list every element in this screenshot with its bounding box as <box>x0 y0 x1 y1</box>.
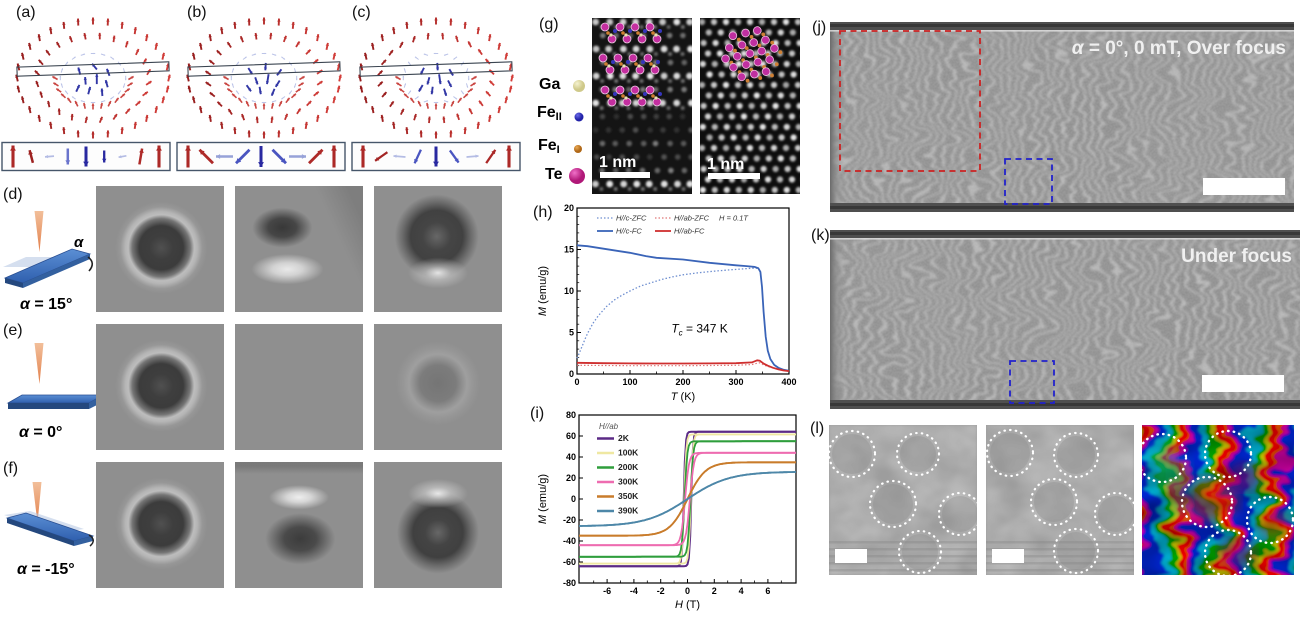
svg-text:6: 6 <box>765 586 770 596</box>
svg-text:100K: 100K <box>618 448 639 458</box>
svg-text:Under focus: Under focus <box>1181 246 1292 267</box>
svg-text:60: 60 <box>566 431 576 441</box>
svg-text:300: 300 <box>728 377 743 387</box>
svg-text:M (emu/g): M (emu/g) <box>537 266 549 316</box>
svg-text:H = 0.1T: H = 0.1T <box>719 214 749 223</box>
svg-text:0: 0 <box>685 586 690 596</box>
svg-text:350K: 350K <box>618 491 639 501</box>
svg-text:-4: -4 <box>630 586 638 596</box>
svg-text:2K: 2K <box>618 433 630 443</box>
svg-text:α = 0°: α = 0° <box>19 424 62 441</box>
svg-text:300K: 300K <box>618 477 639 487</box>
svg-text:1 nm: 1 nm <box>599 154 636 171</box>
svg-text:-2: -2 <box>657 586 665 596</box>
svg-text:-80: -80 <box>563 578 576 588</box>
svg-text:Tc = 347 K: Tc = 347 K <box>671 322 727 338</box>
svg-text:1 nm: 1 nm <box>707 156 744 173</box>
svg-text:2: 2 <box>712 586 717 596</box>
svg-text:α = 0°, 0 mT, Over focus: α = 0°, 0 mT, Over focus <box>1072 38 1286 59</box>
svg-text:15: 15 <box>564 245 574 255</box>
svg-text:200: 200 <box>675 377 690 387</box>
svg-text:H//c-ZFC: H//c-ZFC <box>616 214 647 223</box>
svg-text:α: α <box>74 234 84 251</box>
svg-text:-20: -20 <box>563 515 576 525</box>
svg-text:80: 80 <box>566 410 576 420</box>
svg-text:100: 100 <box>622 377 637 387</box>
svg-text:α = 15°: α = 15° <box>20 296 72 313</box>
svg-text:5: 5 <box>569 328 574 338</box>
svg-text:0: 0 <box>569 369 574 379</box>
svg-text:20: 20 <box>564 203 574 213</box>
svg-text:400: 400 <box>781 377 796 387</box>
svg-text:H//c-FC: H//c-FC <box>616 227 642 236</box>
svg-text:200K: 200K <box>618 462 639 472</box>
svg-text:0: 0 <box>571 494 576 504</box>
svg-text:40: 40 <box>566 452 576 462</box>
svg-text:H//ab-FC: H//ab-FC <box>674 227 705 236</box>
svg-text:M (emu/g): M (emu/g) <box>537 474 549 524</box>
svg-text:20: 20 <box>566 473 576 483</box>
svg-text:-40: -40 <box>563 536 576 546</box>
svg-text:H (T): H (T) <box>675 599 700 611</box>
svg-text:-60: -60 <box>563 557 576 567</box>
svg-text:H//ab: H//ab <box>599 422 619 431</box>
svg-text:0: 0 <box>574 377 579 387</box>
svg-text:10: 10 <box>564 286 574 296</box>
svg-text:T (K): T (K) <box>671 391 695 403</box>
svg-text:-6: -6 <box>603 586 611 596</box>
svg-text:390K: 390K <box>618 506 639 516</box>
svg-text:4: 4 <box>739 586 744 596</box>
svg-text:α = -15°: α = -15° <box>17 561 75 578</box>
svg-text:H//ab-ZFC: H//ab-ZFC <box>674 214 710 223</box>
